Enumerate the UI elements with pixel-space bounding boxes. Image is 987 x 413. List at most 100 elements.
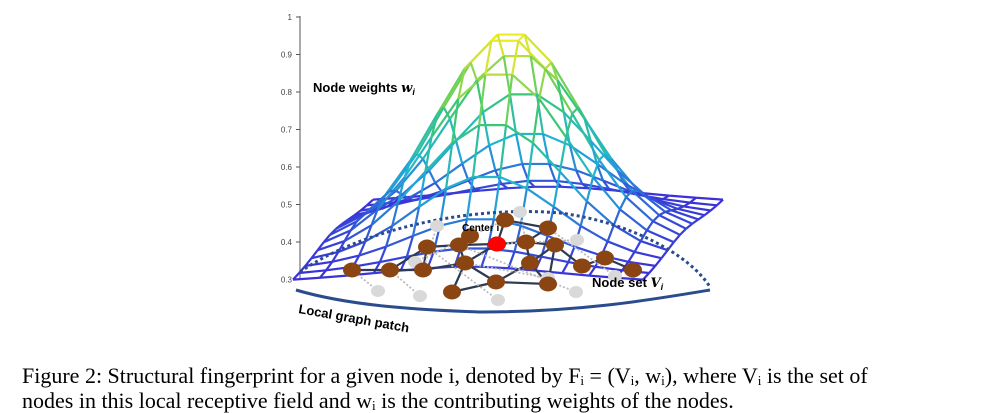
ghost-node — [570, 234, 584, 246]
mesh-line — [635, 252, 662, 258]
mesh-line — [320, 276, 347, 278]
mesh-line — [475, 189, 481, 191]
mesh-line — [659, 212, 665, 215]
graph-node — [414, 263, 432, 278]
mesh-line — [299, 270, 326, 273]
graph-node — [521, 256, 539, 271]
mesh-line — [669, 196, 696, 198]
mesh-line — [647, 221, 653, 230]
ghost-node — [430, 220, 444, 232]
mesh-line — [483, 94, 510, 112]
ghost-node — [491, 294, 505, 306]
mesh-line — [512, 41, 518, 75]
caption-line-2: nodes in this local receptive field and … — [22, 388, 972, 413]
mesh-line — [411, 114, 438, 160]
mesh-line — [293, 278, 320, 280]
z-axis: 1 0.9 0.8 0.7 0.6 0.5 0.4 0.3 — [281, 13, 300, 285]
mesh-line — [665, 210, 671, 212]
node-weights-label: Node weights wi — [313, 80, 415, 97]
graph-node — [487, 275, 505, 290]
mesh-line — [562, 273, 589, 275]
center-node-label: Center i — [462, 223, 499, 234]
mesh-line — [698, 215, 704, 219]
graph-node — [443, 285, 461, 300]
mesh-line — [429, 171, 435, 183]
mesh-line — [495, 164, 522, 170]
mesh-line — [562, 262, 568, 273]
graph-node — [546, 238, 564, 253]
mesh-line — [369, 210, 375, 212]
mesh-line — [686, 224, 692, 229]
ghost-node — [513, 206, 527, 218]
axis-tick-label: 0.9 — [281, 51, 293, 60]
mesh-line — [481, 188, 508, 190]
graph-node — [381, 263, 399, 278]
mesh-line — [471, 63, 477, 81]
mesh-line — [609, 189, 615, 191]
mesh-line — [628, 252, 634, 262]
mesh-line — [539, 69, 545, 99]
mesh-line — [456, 141, 462, 164]
mesh-line — [635, 241, 641, 252]
mesh-line — [483, 112, 489, 145]
mesh-line — [649, 266, 655, 273]
mesh-line — [678, 206, 684, 208]
axis-tick-label: 0.8 — [281, 88, 293, 97]
ghost-node — [413, 290, 427, 302]
mesh-line — [533, 99, 539, 143]
mesh-line — [661, 250, 667, 258]
figure-caption: Figure 2: Structural fingerprint for a g… — [22, 363, 972, 413]
ghost-node — [569, 286, 583, 298]
mesh-line — [674, 235, 680, 242]
mesh-line — [545, 63, 551, 69]
mesh-line — [581, 201, 587, 226]
mesh-line — [554, 207, 581, 226]
mesh-line — [527, 188, 554, 206]
mesh-line — [684, 206, 711, 210]
mesh-line — [620, 197, 626, 209]
axis-tick-label: 0.3 — [281, 276, 293, 285]
mesh-line — [614, 209, 620, 225]
mesh-line — [608, 241, 635, 251]
mesh-line — [516, 134, 522, 164]
mesh-line — [696, 198, 723, 200]
axis-tick-label: 1 — [288, 13, 293, 22]
mesh-line — [477, 56, 504, 80]
axis-tick-label: 0.6 — [281, 163, 293, 172]
mesh-line — [454, 191, 481, 194]
axis-tick-label: 0.5 — [281, 201, 293, 210]
mesh-line — [498, 35, 504, 57]
mesh-line — [489, 134, 516, 145]
mesh-line — [462, 164, 468, 181]
mesh-line — [690, 203, 717, 206]
axis-tick-label: 0.4 — [281, 238, 293, 247]
graph-node — [539, 221, 557, 236]
graph-node — [517, 235, 535, 250]
graph-node — [456, 256, 474, 271]
graph-node — [573, 259, 591, 274]
node-set-label: Node set Vi — [592, 275, 664, 292]
graph-node — [596, 251, 614, 266]
graph-node — [539, 277, 557, 292]
mesh-line — [473, 125, 479, 177]
mesh-line — [386, 236, 413, 247]
mesh-line — [653, 215, 659, 221]
mesh-line — [581, 226, 608, 242]
mesh-line — [692, 219, 698, 223]
mesh-line — [608, 225, 614, 241]
mesh-line — [481, 267, 508, 268]
graph-node — [343, 263, 361, 278]
mesh-line — [489, 145, 495, 170]
ghost-node — [371, 285, 385, 297]
caption-line-1: Figure 2: Structural fingerprint for a g… — [22, 363, 972, 388]
mesh-line — [655, 258, 661, 266]
mesh-line — [448, 193, 454, 194]
axis-tick-label: 0.7 — [281, 126, 293, 135]
mesh-line — [595, 267, 622, 271]
center-node — [488, 237, 506, 252]
mesh-line — [680, 229, 686, 235]
mesh-line — [671, 209, 677, 210]
mesh-line — [452, 125, 479, 143]
mesh-line — [705, 211, 711, 216]
graph-node — [418, 240, 436, 255]
